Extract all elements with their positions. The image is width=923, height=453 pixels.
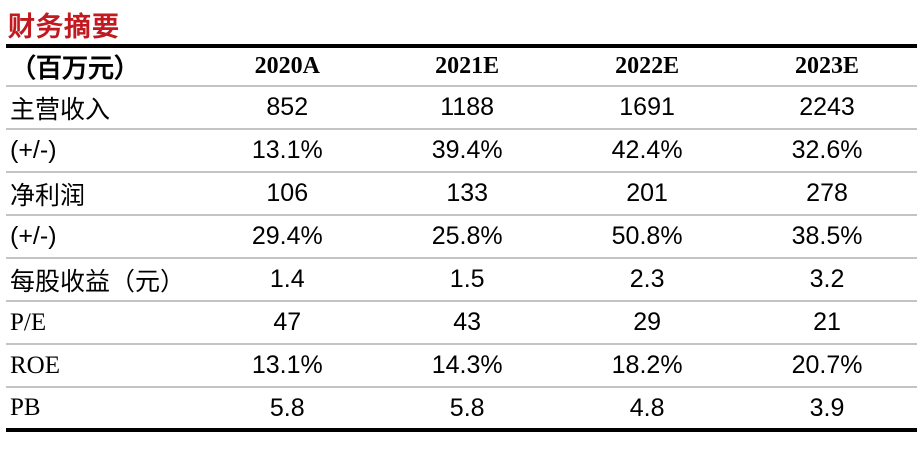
value-cell: 4.8 (629, 393, 665, 422)
value-cell: 38.5% (791, 222, 863, 250)
row-label: P/E (10, 308, 47, 336)
value-cell: 852 (266, 93, 309, 121)
value-cell: 29 (633, 308, 661, 336)
value-cell: 5.8 (449, 393, 485, 422)
value-cell: 1.5 (449, 265, 485, 293)
year-header-cell: 2021E (435, 53, 500, 79)
unit-header-cell: （百万元） (10, 53, 141, 83)
value-cell: 278 (806, 179, 848, 207)
value-cell: 106 (266, 179, 309, 207)
financial-summary-table: （百万元） 2020A 2021E 2022E 2023E 主营收入 852 1188 169… (6, 44, 917, 432)
row-label: 每股收益（元） (10, 267, 186, 296)
value-cell: 1691 (619, 93, 675, 121)
value-cell: 13.1% (251, 351, 323, 379)
table-row: 每股收益（元） 1.4 1.5 2.3 3.2 (6, 258, 917, 301)
table-row: P/E 47 43 29 21 (6, 301, 917, 344)
value-cell: 18.2% (611, 351, 683, 379)
table-row: ROE 13.1% 14.3% 18.2% 20.7% (6, 344, 917, 387)
value-cell: 13.1% (251, 136, 323, 164)
value-cell: 1188 (440, 93, 495, 121)
value-cell: 1.4 (269, 265, 305, 293)
value-cell: 25.8% (431, 222, 503, 250)
value-cell: 39.4% (431, 136, 503, 164)
table-row: (+/-) 13.1% 39.4% 42.4% 32.6% (6, 129, 917, 172)
value-cell: 43 (453, 308, 482, 336)
value-cell: 3.9 (809, 393, 845, 422)
year-header-cell: 2020A (254, 53, 320, 79)
value-cell: 14.3% (431, 351, 503, 379)
value-cell: 133 (446, 179, 489, 207)
value-cell: 3.2 (809, 265, 845, 293)
row-label: PB (10, 394, 41, 421)
value-cell: 47 (273, 308, 302, 336)
table-body: 主营收入 852 1188 1691 2243 (+/-) 13.1% 39.4% 42.4% 3… (6, 86, 917, 430)
table-row: (+/-) 29.4% 25.8% 50.8% 38.5% (6, 215, 917, 258)
value-cell: 2.3 (629, 265, 665, 293)
value-cell: 50.8% (611, 222, 683, 250)
page-title: 财务摘要 (8, 12, 120, 42)
value-cell: 29.4% (251, 222, 323, 250)
value-cell: 5.8 (269, 393, 305, 422)
value-cell: 2243 (799, 93, 855, 121)
row-label: (+/-) (10, 136, 57, 164)
table-row: 主营收入 852 1188 1691 2243 (6, 86, 917, 129)
row-label: ROE (10, 351, 60, 379)
table-header-row: （百万元） 2020A 2021E 2022E 2023E (6, 46, 917, 86)
value-cell: 201 (626, 179, 668, 207)
row-label: (+/-) (10, 222, 57, 250)
year-header-cell: 2023E (795, 53, 860, 79)
value-cell: 20.7% (791, 351, 863, 379)
table-row: PB 5.8 5.8 4.8 3.9 (6, 387, 917, 430)
year-header-cell: 2022E (615, 53, 680, 79)
table-row: 净利润 106 133 201 278 (6, 172, 917, 215)
value-cell: 42.4% (611, 136, 683, 164)
row-label: 净利润 (10, 181, 86, 210)
row-label: 主营收入 (10, 95, 111, 124)
value-cell: 32.6% (791, 136, 863, 164)
value-cell: 21 (813, 308, 841, 336)
